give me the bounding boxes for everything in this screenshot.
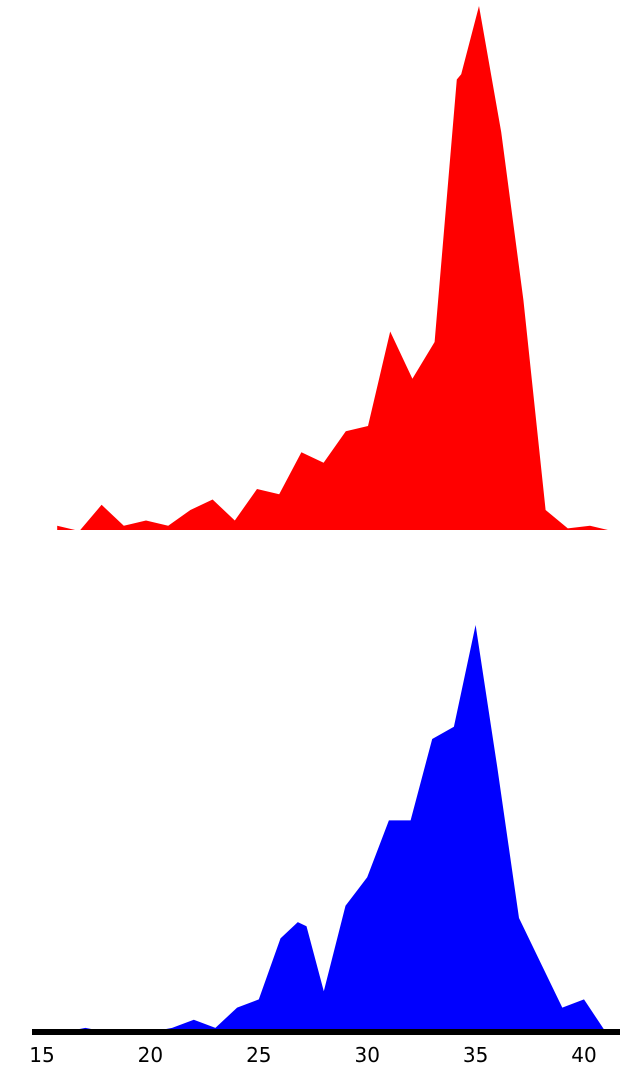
- x-tick-label: 15: [29, 1043, 54, 1065]
- blue-area-chart-svg: 15 20 25 30 35 40: [29, 625, 620, 1065]
- series-area: [57, 6, 608, 530]
- x-tick-label: 30: [354, 1043, 379, 1065]
- x-tick-label: 40: [571, 1043, 596, 1065]
- series-area: [63, 625, 606, 1032]
- x-tick-label: 25: [246, 1043, 271, 1065]
- x-tick-label: 20: [138, 1043, 163, 1065]
- x-tick-label: 35: [463, 1043, 488, 1065]
- blue-area-chart: 15 20 25 30 35 40: [0, 535, 620, 1065]
